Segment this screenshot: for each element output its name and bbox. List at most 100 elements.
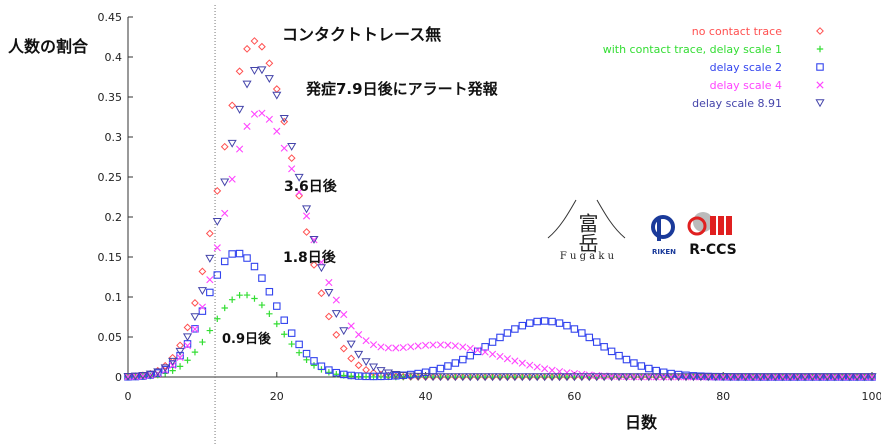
data-point — [846, 373, 854, 381]
legend-label: delay scale 8.91 — [692, 97, 782, 110]
data-point — [555, 319, 564, 327]
data-point — [645, 364, 653, 373]
data-point — [740, 373, 751, 382]
x-tick-label: 0 — [125, 390, 132, 403]
data-point — [630, 359, 638, 367]
data-point — [369, 341, 378, 349]
data-point — [190, 313, 200, 322]
data-point — [228, 175, 236, 183]
data-point — [160, 364, 170, 373]
data-point — [153, 368, 163, 377]
data-point — [161, 365, 169, 374]
data-point — [435, 373, 446, 382]
x-tick-label: 20 — [270, 390, 284, 403]
data-point — [213, 244, 221, 252]
x-tick-label: 100 — [862, 390, 881, 403]
data-point — [584, 373, 594, 382]
data-point — [264, 75, 274, 83]
data-point — [526, 361, 534, 369]
riken-text: RIKEN — [652, 248, 676, 256]
data-point — [392, 372, 400, 380]
data-point — [220, 178, 230, 187]
data-point — [317, 362, 326, 370]
data-point — [175, 347, 185, 356]
data-point — [450, 373, 460, 382]
data-point — [392, 344, 400, 352]
data-point — [212, 217, 222, 226]
data-point — [206, 276, 214, 284]
data-point — [355, 331, 363, 339]
data-point — [830, 373, 840, 382]
data-point — [316, 264, 327, 273]
data-point — [235, 249, 244, 258]
data-point — [541, 365, 549, 373]
data-point — [778, 373, 788, 382]
data-point — [622, 355, 631, 364]
data-point — [243, 254, 251, 262]
data-point — [130, 372, 141, 381]
data-point — [652, 373, 660, 381]
data-point — [421, 368, 430, 377]
data-point — [688, 373, 699, 382]
data-point — [355, 373, 362, 380]
data-point — [251, 295, 258, 302]
data-point — [711, 373, 721, 382]
data-point — [428, 373, 438, 382]
data-point — [659, 368, 668, 377]
series-square — [124, 249, 876, 381]
legend-marker — [816, 45, 824, 53]
data-point — [258, 301, 266, 309]
data-point — [779, 373, 787, 381]
data-point — [815, 373, 825, 382]
data-point — [629, 373, 639, 382]
data-point — [198, 267, 207, 276]
data-point — [734, 373, 742, 381]
data-point — [273, 127, 281, 135]
data-point — [236, 291, 243, 299]
data-point — [301, 205, 312, 214]
data-point — [206, 288, 214, 297]
data-point — [473, 347, 482, 356]
data-point — [250, 37, 259, 45]
data-point — [741, 373, 750, 381]
data-point — [801, 373, 809, 381]
y-axis-label: 人数の割合 — [8, 37, 89, 56]
legend-marker — [816, 27, 824, 35]
y-tick-label: 0.15 — [98, 251, 123, 264]
data-point — [228, 250, 236, 258]
data-point — [213, 186, 222, 195]
data-point — [756, 373, 764, 381]
data-point — [339, 344, 348, 353]
data-point — [176, 351, 184, 360]
data-point — [592, 338, 601, 346]
data-point — [749, 373, 757, 381]
data-point — [465, 373, 475, 382]
data-point — [325, 366, 333, 374]
data-point — [510, 373, 520, 382]
data-point — [280, 144, 288, 152]
data-point — [622, 372, 631, 381]
data-point — [310, 236, 318, 244]
data-point — [488, 338, 497, 346]
data-point — [481, 348, 489, 356]
data-point — [384, 344, 392, 352]
data-point — [213, 271, 222, 279]
data-point — [569, 373, 579, 382]
data-point — [325, 369, 333, 376]
data-point — [354, 372, 363, 380]
data-point — [191, 299, 199, 307]
data-point — [436, 364, 445, 373]
data-point — [443, 373, 453, 382]
rccs-text: R-CCS — [689, 242, 736, 258]
data-point — [764, 373, 772, 381]
x-tick-label: 60 — [567, 390, 581, 403]
data-point — [272, 85, 281, 93]
data-point — [563, 369, 571, 377]
y-tick-label: 0.4 — [105, 51, 123, 64]
data-point — [249, 67, 260, 75]
data-point — [370, 373, 377, 381]
legend: no contact trace with contact trace, dela… — [603, 25, 825, 110]
data-point — [614, 373, 624, 382]
data-point — [444, 362, 452, 370]
data-point — [131, 372, 140, 381]
